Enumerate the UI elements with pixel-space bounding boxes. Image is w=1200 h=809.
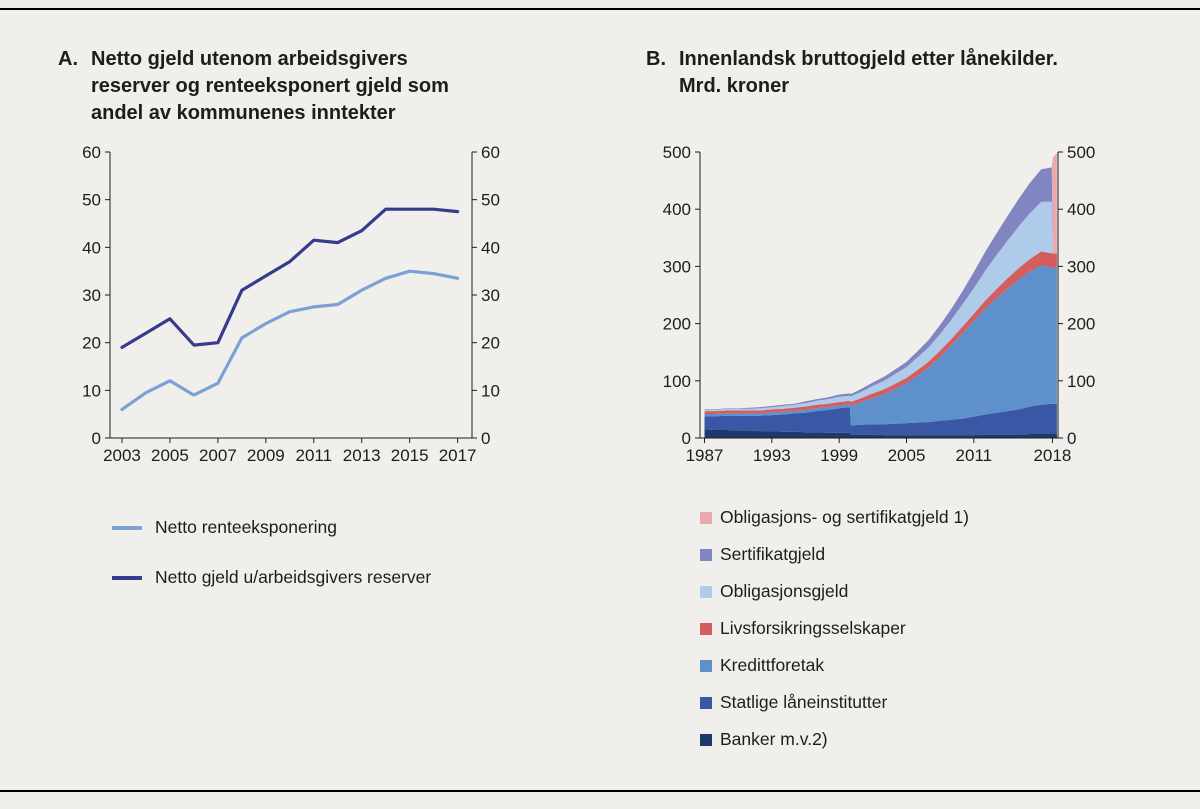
bottom-rule xyxy=(0,790,1200,792)
panel-b-title-text: Innenlandsk bruttogjeld etter lånekilder… xyxy=(679,48,1058,97)
x-tick-label: 2015 xyxy=(391,446,429,465)
x-tick-label: 2018 xyxy=(1033,446,1071,465)
legend-label-kredittforetak: Kredittforetak xyxy=(720,655,825,675)
y-tick-label-left: 50 xyxy=(82,191,101,210)
legend-swatch-netto-renteeksponering xyxy=(112,525,142,530)
legend-swatch-banker xyxy=(700,733,712,746)
chart-a: 0 0 10 10 20 20 30 30 40 40 50 50 60 60 2003 2005 2007 20… xyxy=(82,143,500,465)
x-tick-label: 2005 xyxy=(151,446,189,465)
top-rule xyxy=(0,8,1200,10)
y-tick-label-right: 60 xyxy=(481,143,500,162)
area-series-livsforsikringsselskaper xyxy=(704,251,1057,414)
y-tick-label-left: 300 xyxy=(663,257,691,276)
legend-label-statlige-laneinstitutter: Statlige låneinstitutter xyxy=(720,692,888,712)
legend-item-sertifikatgjeld: Sertifikatgjeld xyxy=(700,544,1128,565)
y-tick-label-left: 40 xyxy=(82,238,101,257)
y-tick-label-left: 60 xyxy=(82,143,101,162)
legend-swatch-obligasjonsgjeld xyxy=(700,585,712,598)
legend-swatch-netto-gjeld xyxy=(112,575,142,580)
legend-label-banker: Banker m.v.2) xyxy=(720,729,828,749)
legend-label-obligasjonsgjeld: Obligasjonsgjeld xyxy=(720,581,849,601)
y-tick-label-right: 300 xyxy=(1067,257,1095,276)
y-tick-label-right: 10 xyxy=(481,381,500,400)
legend-label-obligasjons-og-sertifikatgjeld: Obligasjons- og sertifikatgjeld 1) xyxy=(720,507,970,527)
legend-label-netto-renteeksponering: Netto renteeksponering xyxy=(155,517,337,537)
x-tick-label: 2005 xyxy=(888,446,926,465)
panel-b: B. Innenlandsk bruttogjeld etter lånekil… xyxy=(646,46,1128,766)
legend-item-banker: Banker m.v.2) xyxy=(700,729,1128,750)
x-tick-label: 2013 xyxy=(343,446,381,465)
legend-item-obligasjons-og-sertifikatgjeld: Obligasjons- og sertifikatgjeld 1) xyxy=(700,507,1128,528)
panels: A. Netto gjeld utenom arbeidsgivers rese… xyxy=(58,46,1128,766)
x-tick-label: 2007 xyxy=(199,446,237,465)
panel-a-title: A. Netto gjeld utenom arbeidsgivers rese… xyxy=(58,46,540,142)
y-tick-label-right: 0 xyxy=(1067,429,1076,448)
y-tick-label-right: 500 xyxy=(1067,143,1095,162)
legend-item-netto-gjeld: Netto gjeld u/arbeidsgivers reserver xyxy=(112,567,540,588)
legend-swatch-obligasjons-og-sertifikatgjeld xyxy=(700,511,712,524)
legend-label-sertifikatgjeld: Sertifikatgjeld xyxy=(720,544,826,564)
y-tick-label-left: 100 xyxy=(663,372,691,391)
y-tick-label-left: 0 xyxy=(682,429,691,448)
y-tick-label-right: 0 xyxy=(481,429,490,448)
area-series-statlige-laneinstitutter xyxy=(704,403,1057,436)
line-series-netto-gjeld xyxy=(120,207,460,349)
y-tick-label-right: 100 xyxy=(1067,372,1095,391)
y-tick-label-left: 500 xyxy=(663,143,691,162)
x-tick-label: 2011 xyxy=(956,446,993,465)
chart-a-legend: Netto renteeksponering Netto gjeld u/arbe… xyxy=(112,517,540,588)
x-tick-label: 1993 xyxy=(753,446,791,465)
y-tick-label-right: 30 xyxy=(481,286,500,305)
legend-item-livsforsikringsselskaper: Livsforsikringsselskaper xyxy=(700,618,1128,639)
legend-swatch-statlige-laneinstitutter xyxy=(700,696,712,709)
panel-b-letter: B. xyxy=(646,48,666,70)
y-tick-label-left: 10 xyxy=(82,381,101,400)
y-tick-label-right: 20 xyxy=(481,334,500,353)
panel-a: A. Netto gjeld utenom arbeidsgivers rese… xyxy=(58,46,540,766)
chart-b: 0 0 100 100 200 200 300 300 400 400 500 500 1987 1993… xyxy=(663,143,1096,465)
chart-b-legend: Obligasjons- og sertifikatgjeld 1) Sertif… xyxy=(700,507,1128,750)
legend-swatch-sertifikatgjeld xyxy=(700,548,712,561)
legend-swatch-livsforsikringsselskaper xyxy=(700,622,712,635)
x-tick-label: 2011 xyxy=(295,446,332,465)
legend-item-statlige-laneinstitutter: Statlige låneinstitutter xyxy=(700,692,1128,713)
y-tick-label-right: 50 xyxy=(481,191,500,210)
line-series-netto-renteeksponering xyxy=(120,269,460,411)
legend-label-livsforsikringsselskaper: Livsforsikringsselskaper xyxy=(720,618,906,638)
x-tick-label: 1987 xyxy=(686,446,724,465)
x-tick-label: 2017 xyxy=(439,446,477,465)
y-tick-label-right: 200 xyxy=(1067,315,1095,334)
area-series-kredittforetak xyxy=(704,265,1057,426)
x-tick-label: 2009 xyxy=(247,446,285,465)
y-tick-label-left: 200 xyxy=(663,315,691,334)
legend-item-obligasjonsgjeld: Obligasjonsgjeld xyxy=(700,581,1128,602)
y-tick-label-left: 30 xyxy=(82,286,101,305)
area-series-banker xyxy=(704,429,1057,438)
y-tick-label-right: 400 xyxy=(1067,200,1095,219)
legend-label-netto-gjeld: Netto gjeld u/arbeidsgivers reserver xyxy=(155,567,432,587)
x-tick-label: 1999 xyxy=(820,446,858,465)
legend-item-kredittforetak: Kredittforetak xyxy=(700,655,1128,676)
panel-a-letter: A. xyxy=(58,48,78,70)
legend-item-netto-renteeksponering: Netto renteeksponering xyxy=(112,517,540,538)
y-tick-label-left: 0 xyxy=(92,429,101,448)
legend-swatch-kredittforetak xyxy=(700,659,712,672)
panel-a-title-text: Netto gjeld utenom arbeidsgivers reserve… xyxy=(91,48,449,124)
x-tick-label: 2003 xyxy=(103,446,141,465)
y-tick-label-right: 40 xyxy=(481,238,500,257)
y-tick-label-left: 400 xyxy=(663,200,691,219)
y-tick-label-left: 20 xyxy=(82,334,101,353)
panel-b-title: B. Innenlandsk bruttogjeld etter lånekil… xyxy=(646,46,1128,142)
